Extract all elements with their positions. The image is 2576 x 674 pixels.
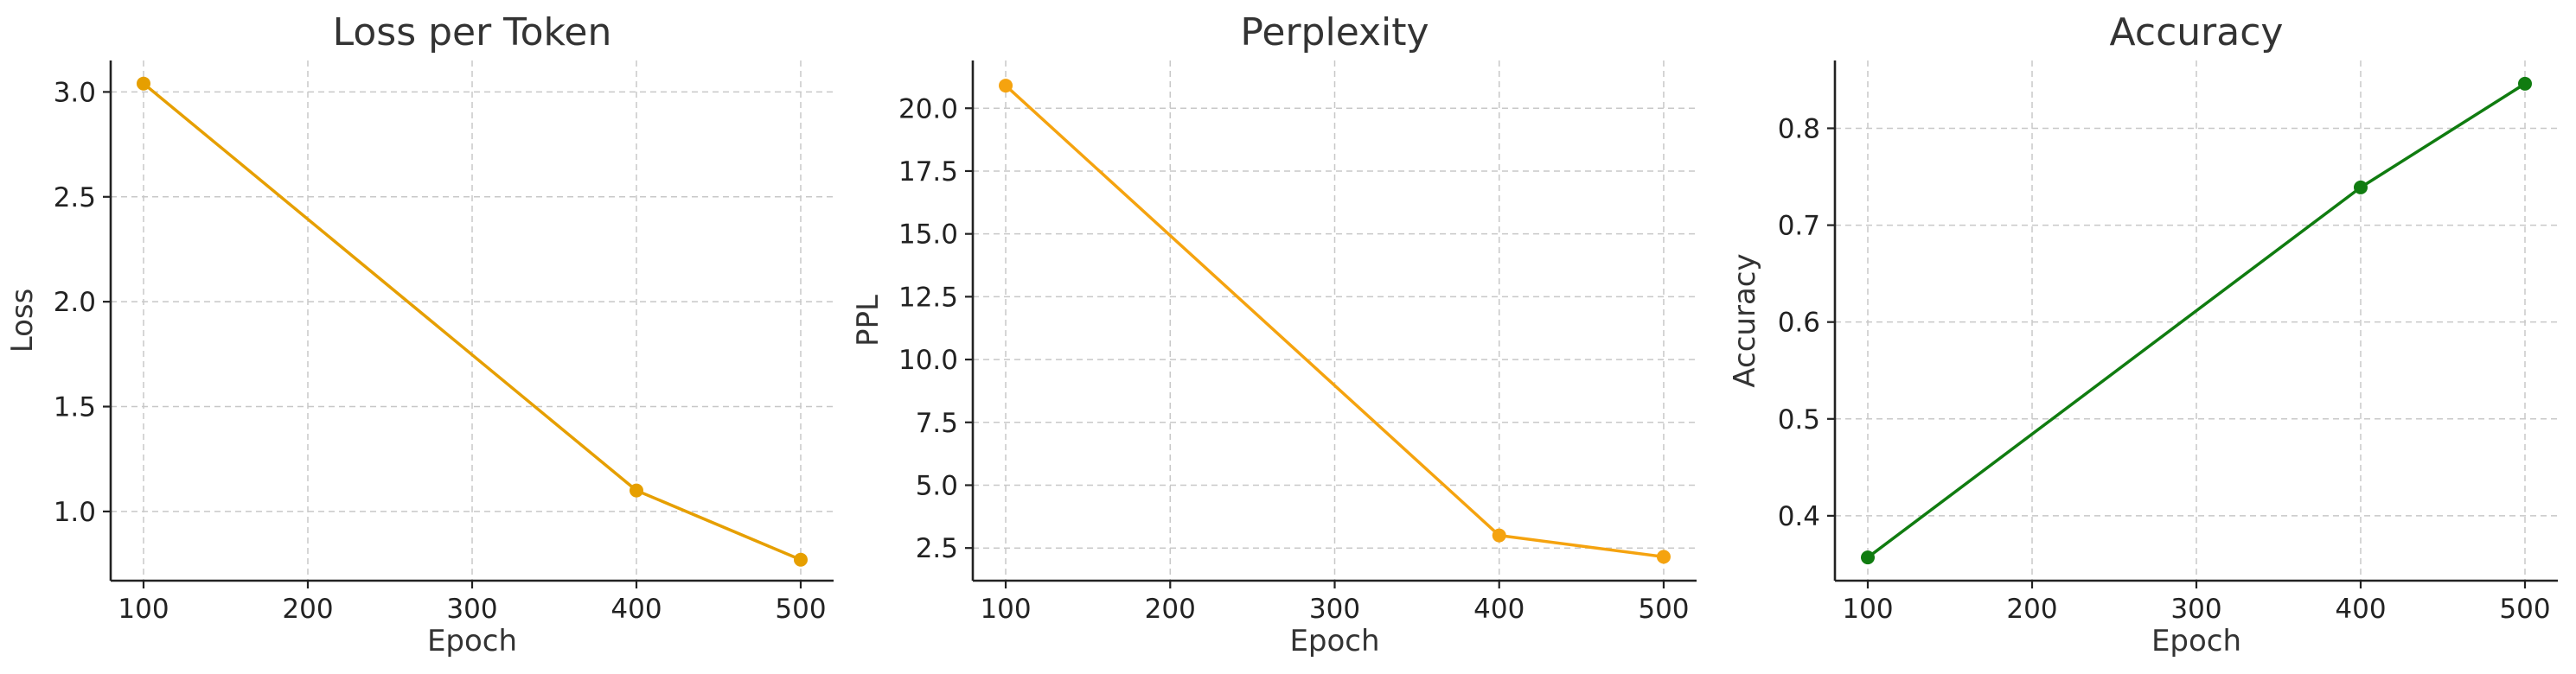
y-tick-label: 15.0 (898, 219, 958, 251)
x-tick-label: 500 (2499, 594, 2550, 625)
chart-title: Accuracy (2110, 10, 2284, 54)
y-axis-label: PPL (851, 295, 885, 347)
data-point (137, 76, 150, 91)
data-point (999, 79, 1013, 93)
data-point (794, 552, 808, 567)
y-tick-label: 1.5 (54, 392, 96, 423)
y-tick-label: 1.0 (54, 497, 96, 528)
panel-perplexity: 100 200 300 400 500 2.5 5.0 7.5 10.0 12.5 15.0 17.5… (851, 10, 1697, 658)
x-tick-label: 200 (282, 594, 333, 625)
y-tick-label: 0.4 (1778, 501, 1820, 532)
panel-loss: 100 200 300 400 500 1.0 1.5 2.0 2.5 3.0 Loss per … (5, 10, 834, 658)
y-tick-label: 2.0 (54, 287, 96, 318)
data-point (1492, 528, 1506, 543)
y-tick-label: 0.5 (1778, 404, 1820, 436)
data-point (1656, 550, 1671, 564)
chart-title: Perplexity (1240, 10, 1429, 54)
data-point (630, 483, 643, 498)
x-tick-label: 100 (1842, 594, 1893, 625)
y-tick-label: 3.0 (54, 77, 96, 108)
chart-title: Loss per Token (333, 10, 612, 54)
y-tick-label: 20.0 (898, 93, 958, 124)
x-tick-label: 400 (1473, 594, 1525, 625)
x-axis-label: Epoch (427, 624, 517, 658)
y-tick-label: 2.5 (54, 182, 96, 213)
y-tick-label: 10.0 (898, 345, 958, 376)
y-tick-label: 12.5 (898, 282, 958, 313)
x-tick-label: 100 (118, 594, 169, 625)
x-axis-label: Epoch (1289, 624, 1379, 658)
y-tick-label: 17.5 (898, 156, 958, 188)
x-tick-label: 300 (2170, 594, 2221, 625)
data-point (2518, 76, 2532, 91)
x-tick-label: 500 (775, 594, 826, 625)
y-tick-label: 0.7 (1778, 211, 1820, 242)
y-axis-label: Loss (5, 289, 40, 353)
x-tick-label: 500 (1638, 594, 1689, 625)
y-tick-label: 0.6 (1778, 308, 1820, 339)
y-tick-label: 2.5 (916, 533, 958, 564)
x-axis-label: Epoch (2151, 624, 2241, 658)
data-point (1861, 550, 1875, 565)
y-tick-label: 0.8 (1778, 113, 1820, 144)
x-tick-label: 100 (980, 594, 1031, 625)
x-tick-label: 200 (1145, 594, 1196, 625)
x-tick-label: 400 (2335, 594, 2386, 625)
x-tick-label: 200 (2006, 594, 2057, 625)
x-tick-label: 400 (610, 594, 662, 625)
y-tick-label: 5.0 (916, 470, 958, 501)
x-tick-label: 300 (1309, 594, 1360, 625)
x-tick-label: 300 (446, 594, 497, 625)
data-point (2354, 180, 2368, 194)
y-tick-label: 7.5 (916, 408, 958, 439)
y-axis-label: Accuracy (1728, 253, 1762, 387)
